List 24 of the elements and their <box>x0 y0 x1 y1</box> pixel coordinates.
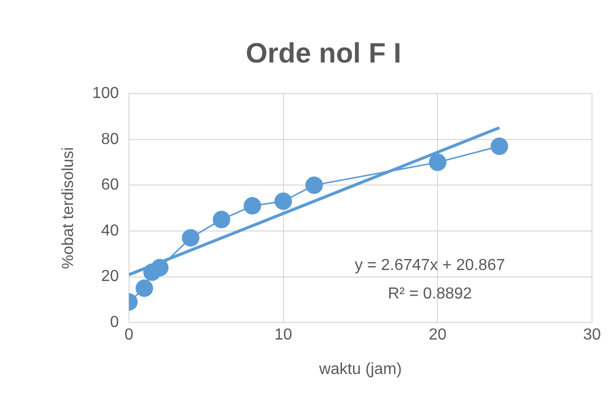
y-tick-label: 20 <box>101 268 119 286</box>
chart-title: Orde nol F I <box>246 38 402 69</box>
x-tick-label: 20 <box>428 326 447 344</box>
x-tick-label: 30 <box>583 326 601 344</box>
point <box>182 229 200 247</box>
point <box>428 154 446 172</box>
point <box>212 210 230 228</box>
point <box>305 176 323 194</box>
y-axis-title: %obat terdisolusi <box>60 147 78 270</box>
point <box>274 192 292 210</box>
x-axis-title: waktu (jam) <box>318 360 402 378</box>
y-tick-label: 40 <box>101 222 119 240</box>
y-tick-label: 60 <box>101 176 119 194</box>
point <box>490 138 508 156</box>
x-tick-label: 10 <box>274 326 292 344</box>
point <box>136 280 154 297</box>
x-tick-label: 0 <box>124 326 134 344</box>
y-tick-label: 80 <box>101 130 119 148</box>
annotation: y = 2.6747x + 20.867 <box>354 256 506 274</box>
point <box>151 258 169 276</box>
y-tick-label: 0 <box>110 314 119 332</box>
annotation: R² = 0.8892 <box>388 285 472 302</box>
point <box>244 197 262 215</box>
y-tick-label: 100 <box>92 85 119 102</box>
